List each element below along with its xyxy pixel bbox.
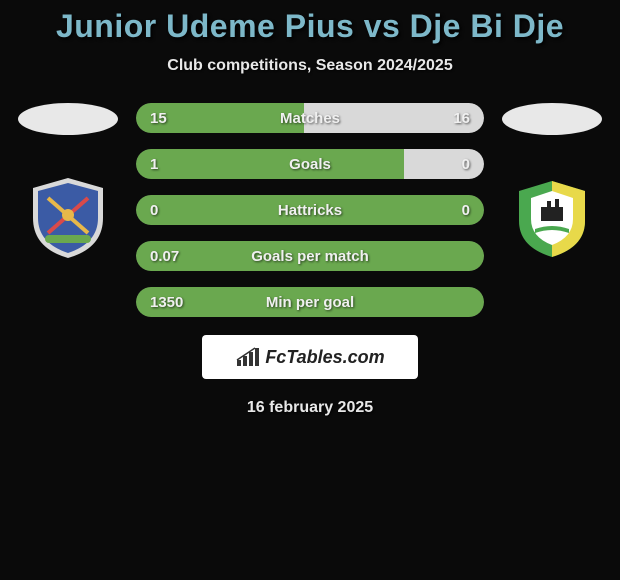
infographic-container: Junior Udeme Pius vs Dje Bi Dje Club com… [0, 0, 620, 417]
stat-fill-right [404, 149, 484, 179]
main-area: 15 Matches 16 1 Goals 0 0 Hattricks 0 0.07 Goals p… [0, 103, 620, 317]
shield-icon [507, 173, 597, 263]
shield-icon [23, 173, 113, 263]
stat-row: 15 Matches 16 [136, 103, 484, 133]
stat-label: Min per goal [266, 294, 354, 311]
stat-value-left: 0.07 [150, 248, 179, 265]
stat-fill-left [136, 149, 404, 179]
chart-icon [235, 346, 261, 368]
comparison-date: 16 february 2025 [0, 399, 620, 417]
fctables-logo: FcTables.com [202, 335, 418, 379]
stat-value-left: 15 [150, 110, 167, 127]
stat-value-left: 1 [150, 156, 158, 173]
stat-row: 0 Hattricks 0 [136, 195, 484, 225]
left-flag-ellipse [18, 103, 118, 135]
stat-row: 0.07 Goals per match [136, 241, 484, 271]
stat-value-left: 0 [150, 202, 158, 219]
stat-value-right: 16 [453, 110, 470, 127]
stat-row: 1 Goals 0 [136, 149, 484, 179]
stat-row: 1350 Min per goal [136, 287, 484, 317]
left-player-col [18, 103, 118, 263]
left-club-badge [23, 173, 113, 263]
stat-label: Goals [289, 156, 331, 173]
logo-text: FcTables.com [265, 347, 384, 368]
stat-label: Goals per match [251, 248, 369, 265]
right-player-col [502, 103, 602, 263]
comparison-subtitle: Club competitions, Season 2024/2025 [0, 57, 620, 75]
stat-value-right: 0 [462, 202, 470, 219]
stat-label: Hattricks [278, 202, 342, 219]
stat-value-right: 0 [462, 156, 470, 173]
stat-value-left: 1350 [150, 294, 183, 311]
right-club-badge [507, 173, 597, 263]
comparison-title: Junior Udeme Pius vs Dje Bi Dje [0, 8, 620, 45]
stats-column: 15 Matches 16 1 Goals 0 0 Hattricks 0 0.07 Goals p… [136, 103, 484, 317]
stat-label: Matches [280, 110, 340, 127]
right-flag-ellipse [502, 103, 602, 135]
